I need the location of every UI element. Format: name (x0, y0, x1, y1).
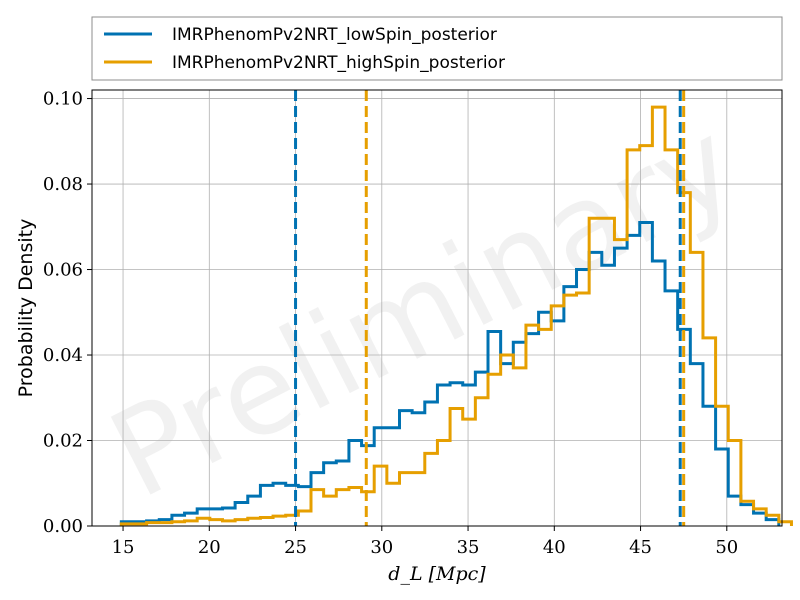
y-tick-label: 0.04 (43, 345, 83, 366)
legend-label-highspin: IMRPhenomPv2NRT_highSpin_posterior (172, 53, 505, 73)
axis-label-layer: d_L [Mpc] Probability Density (15, 219, 486, 585)
y-tick-label: 0.00 (43, 516, 83, 537)
series-layer (119, 105, 793, 526)
plot-frame (91, 89, 783, 527)
y-tick-label: 0.02 (43, 431, 83, 452)
y-tick-label: 0.10 (43, 89, 83, 110)
tick-layer: 15 20 25 30 35 40 45 50 0.00 0.02 0.04 0.06 0.08 0.10 (43, 89, 738, 558)
x-tick-label: 15 (112, 537, 135, 558)
y-tick-label: 0.08 (43, 174, 83, 195)
legend-label-lowspin: IMRPhenomPv2NRT_lowSpin_posterior (172, 25, 497, 45)
x-tick-label: 25 (284, 537, 307, 558)
legend: IMRPhenomPv2NRT_lowSpin_posterior IMRPhen… (91, 16, 783, 81)
x-axis-label: d_L [Mpc] (388, 563, 486, 585)
y-axis-label: Probability Density (15, 219, 37, 398)
y-tick-label: 0.06 (43, 260, 83, 281)
interval-lines-layer (294, 90, 686, 526)
x-tick-label: 35 (457, 537, 480, 558)
legend-frame (91, 16, 783, 81)
series-highspin-histogram (119, 105, 793, 526)
x-tick-label: 50 (715, 537, 738, 558)
x-tick-label: 30 (370, 537, 393, 558)
x-tick-label: 40 (543, 537, 566, 558)
series-lowspin-histogram (119, 221, 781, 526)
x-tick-label: 20 (198, 537, 221, 558)
x-tick-label: 45 (629, 537, 652, 558)
